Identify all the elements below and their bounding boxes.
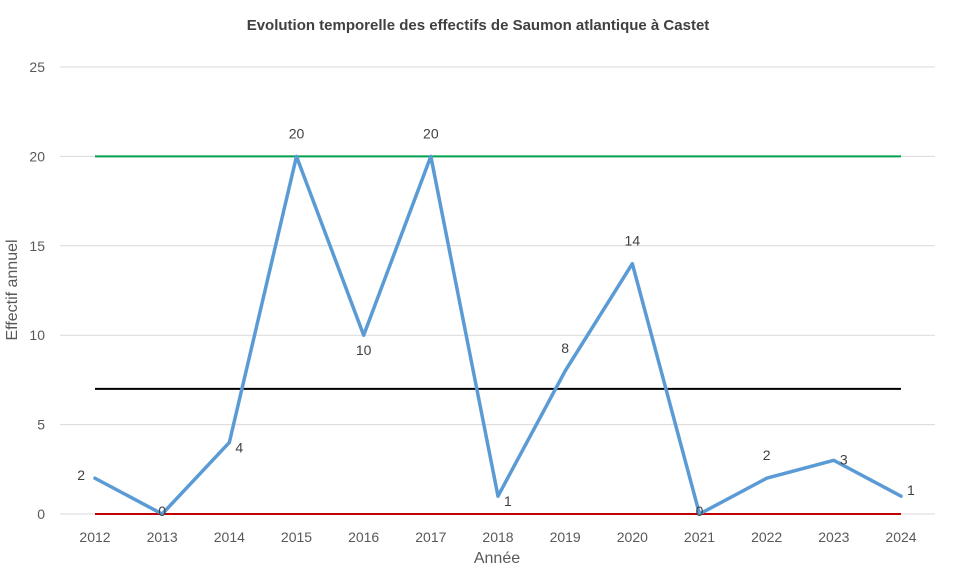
- y-tick-label: 25: [29, 59, 45, 75]
- x-tick-label: 2014: [214, 529, 245, 545]
- data-label: 4: [235, 439, 243, 455]
- y-tick-label: 20: [29, 148, 45, 164]
- data-point: [563, 369, 567, 373]
- x-tick-label: 2017: [415, 529, 446, 545]
- x-tick-label: 2013: [147, 529, 178, 545]
- data-label: 8: [561, 340, 569, 356]
- data-label: 3: [840, 451, 848, 467]
- data-label: 0: [696, 503, 704, 519]
- x-tick-label: 2021: [684, 529, 715, 545]
- data-label: 1: [504, 493, 512, 509]
- y-tick-label: 15: [29, 238, 45, 254]
- x-tick-label: 2019: [550, 529, 581, 545]
- data-point: [93, 476, 97, 480]
- gridlines: [60, 66, 935, 515]
- x-tick-label: 2023: [818, 529, 849, 545]
- x-tick-label: 2016: [348, 529, 379, 545]
- chart-title: Evolution temporelle des effectifs de Sa…: [247, 17, 710, 34]
- x-tick-label: 2022: [751, 529, 782, 545]
- data-point: [227, 440, 231, 444]
- data-label: 2: [77, 467, 85, 483]
- x-tick-label: 2024: [885, 529, 916, 545]
- x-tick-label: 2018: [482, 529, 513, 545]
- x-tick-label: 2015: [281, 529, 312, 545]
- x-tick-label: 2012: [79, 529, 110, 545]
- y-axis-label: Effectif annuel: [4, 239, 21, 340]
- y-tick-label: 0: [37, 506, 45, 522]
- x-tick-label: 2020: [617, 529, 648, 545]
- y-tick-label: 10: [29, 327, 45, 343]
- data-point: [429, 154, 433, 158]
- data-label: 20: [289, 125, 305, 141]
- data-label: 20: [423, 125, 439, 141]
- data-point: [295, 154, 298, 158]
- data-label: 2: [763, 447, 771, 463]
- data-point: [832, 458, 836, 462]
- data-label: 0: [158, 503, 166, 519]
- data-point: [496, 494, 500, 498]
- data-point: [765, 476, 769, 480]
- reference-lines: [95, 155, 901, 515]
- y-axis-ticks: 0 5 10 15 20 25: [29, 59, 45, 522]
- data-label: 14: [625, 233, 641, 249]
- y-tick-label: 5: [37, 417, 45, 433]
- data-point: [698, 512, 701, 516]
- data-point: [160, 512, 164, 516]
- data-point: [899, 494, 903, 498]
- data-point: [362, 333, 366, 337]
- series-line: [93, 154, 903, 516]
- x-axis-label: Année: [474, 550, 520, 567]
- data-point: [630, 262, 634, 266]
- data-label: 1: [907, 482, 915, 498]
- x-axis-ticks: 2012 2013 2014 2015 2016 2017 2018 2019 2020 2021…: [79, 529, 916, 545]
- data-label: 10: [356, 342, 372, 358]
